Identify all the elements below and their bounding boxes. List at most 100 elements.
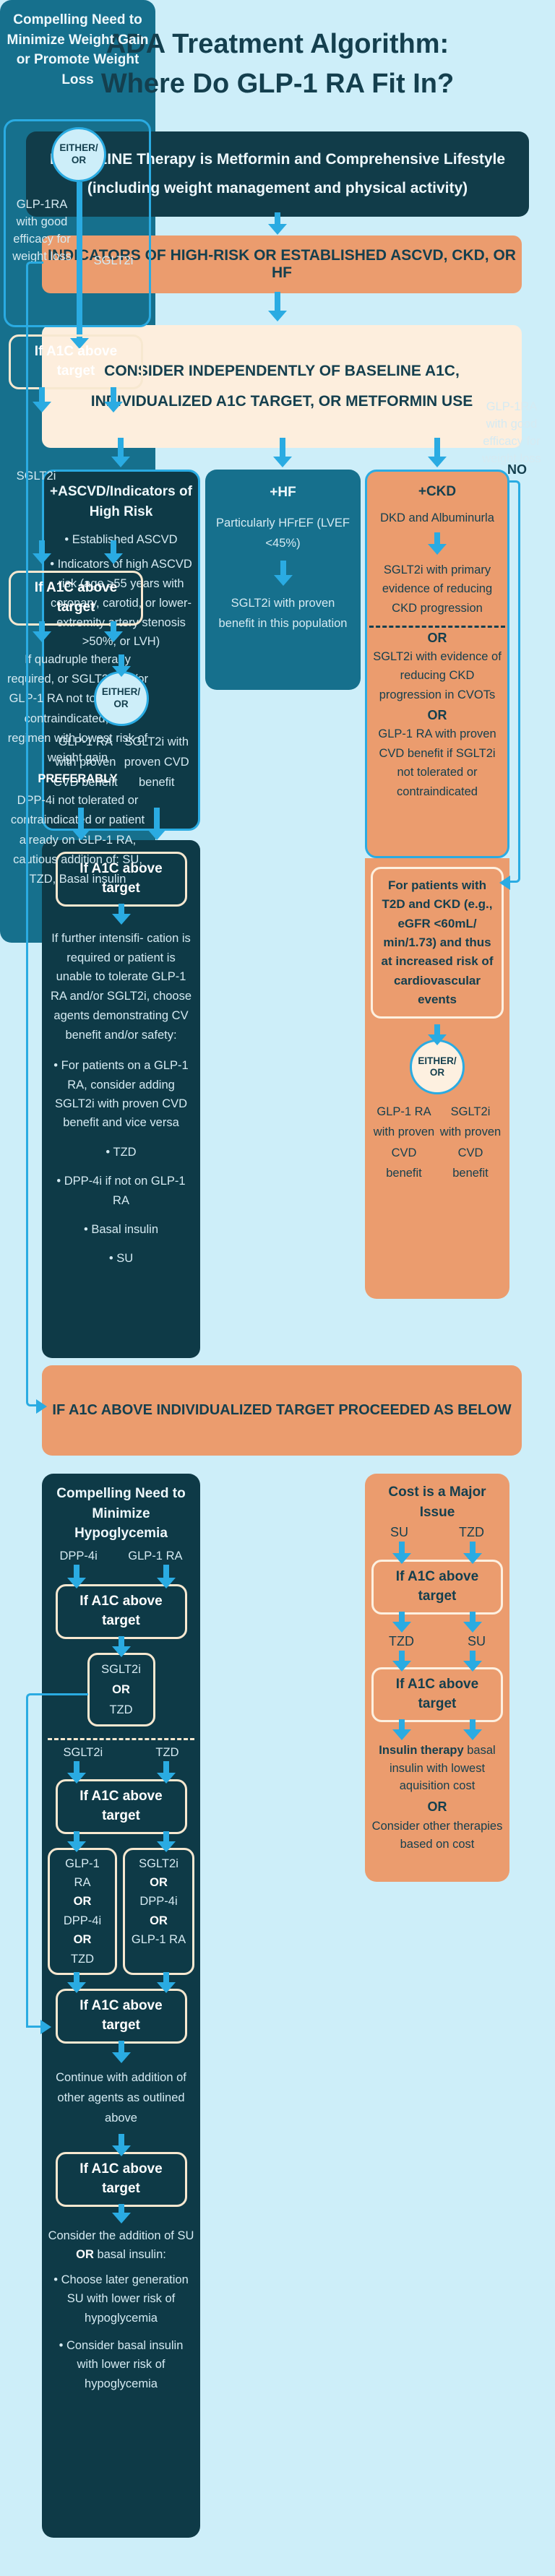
insulin-bold: Insulin therapy xyxy=(379,1743,464,1757)
cost-header: Cost is a Major Issue xyxy=(388,1484,486,1520)
option-line: TZD xyxy=(70,1952,95,1966)
consider-su-text: Consider the addition of SU OR basal ins… xyxy=(48,2226,194,2265)
tzd-label: TZD xyxy=(459,1525,484,1540)
ckd-continuation-column: For patients with T2D and CKD (e.g., eGF… xyxy=(365,858,509,1299)
down-arrow-icon xyxy=(104,387,123,412)
down-arrow-icon xyxy=(273,438,292,467)
glp1-label: GLP-1 RA xyxy=(128,1549,183,1563)
either-or-circle: EITHER/ OR xyxy=(93,671,149,727)
down-arrow-icon xyxy=(33,540,51,564)
arrow-pair xyxy=(33,621,123,642)
arrow-pair xyxy=(392,1719,482,1740)
down-arrow-icon xyxy=(112,654,131,677)
hf-result: SGLT2i with proven benefit in this popul… xyxy=(218,596,348,630)
ckd-options: GLP-1 RA with proven CVD benefit SGLT2i … xyxy=(371,1102,504,1183)
weight-header: Compelling Need to Minimize Weight Gain … xyxy=(7,12,149,87)
insulin-rest: basal insulin with lowest aquisition cos… xyxy=(389,1743,496,1793)
down-arrow-icon xyxy=(67,1565,86,1589)
or-box-left: GLP-1 RA OR DPP-4i OR TZD xyxy=(48,1847,117,1975)
down-arrow-icon xyxy=(463,1612,482,1633)
down-arrow-icon xyxy=(72,808,90,840)
ascvd2-bullet-1: TZD xyxy=(106,1143,137,1162)
preferably-label: PREFERABLY xyxy=(38,772,118,786)
hypoglycemia-column: Compelling Need to Minimize Hypoglycemia… xyxy=(42,1474,200,2538)
down-arrow-icon xyxy=(274,561,293,586)
weight-inner-box: EITHER/ OR GLP-1RA with good efficacy fo… xyxy=(4,119,151,349)
cost-column: Cost is a Major Issue SU TZD If A1C abov… xyxy=(365,1474,509,1882)
weight-glp1-text2: GLP-1RA with good efficacy for weight lo… xyxy=(482,400,541,465)
hypo-bullet-1: Consider basal insulin with lower risk o… xyxy=(48,2336,194,2393)
hypo-drug-row: DPP-4i GLP-1 RA xyxy=(60,1550,183,1563)
hypo-bullet-0: Choose later generation SU with lower ri… xyxy=(48,2270,194,2328)
option-line: DPP-4i xyxy=(63,1914,102,1927)
down-arrow-icon xyxy=(67,1972,86,1993)
connector-hypo-loop-end xyxy=(26,2026,43,2028)
down-arrow-icon xyxy=(428,532,447,555)
if-a1c-box: If A1C above target xyxy=(9,334,143,389)
if-a1c-box: If A1C above target xyxy=(9,571,143,626)
or-box-right: SGLT2i OR DPP-4i OR GLP-1 RA xyxy=(123,1847,194,1975)
hf-header: +HF xyxy=(270,485,296,500)
weight-sglt2i-label: SGLT2i xyxy=(93,254,134,267)
continue-text: Continue with addition of other agents a… xyxy=(56,2070,186,2125)
first-line-therapy-box: FIRST-LINE Therapy is Metformin and Comp… xyxy=(26,131,529,217)
down-line-arrow-icon xyxy=(70,182,89,349)
down-arrow-icon xyxy=(463,1542,482,1564)
dashed-divider xyxy=(48,1737,194,1740)
option-line: SGLT2i xyxy=(101,1662,141,1676)
arrow-pair xyxy=(33,540,123,564)
intensify-text: If further intensifi- cation is required… xyxy=(50,931,192,1042)
down-arrow-icon xyxy=(157,1972,176,1993)
if-a1c-box: If A1C above target xyxy=(371,1560,503,1615)
or-line: OR xyxy=(150,1876,168,1890)
consider-box: CONSIDER INDEPENDENTLY OF BASELINE A1C, … xyxy=(42,325,522,448)
consider-part: Consider the addition of SU xyxy=(48,2229,194,2243)
down-arrow-icon xyxy=(268,212,287,235)
arrow-pair xyxy=(392,1612,482,1633)
down-arrow-icon xyxy=(112,1636,131,1657)
dpp4i-label: DPP-4i xyxy=(59,1549,98,1563)
page-title: ADA Treatment Algorithm: Where Do GLP-1 … xyxy=(0,25,555,104)
or-label: OR xyxy=(113,699,129,710)
tzd-label: TZD xyxy=(389,1634,414,1649)
if-a1c-box: If A1C above target xyxy=(371,1667,503,1722)
down-arrow-icon xyxy=(111,438,130,467)
su-label: SU xyxy=(390,1525,409,1540)
tzd-label: TZD xyxy=(155,1745,179,1759)
if-a1c-box: If A1C above target xyxy=(55,1583,187,1639)
ckd-option-glp1: GLP-1 RA with proven CVD benefit xyxy=(373,1105,435,1180)
ascvd-header: +ASCVD/Indicators of High Risk xyxy=(50,484,192,519)
down-arrow-icon xyxy=(428,1024,447,1045)
cost-other-text: Consider other therapies based on cost xyxy=(371,1820,503,1851)
or-line: OR xyxy=(112,1682,130,1696)
down-arrow-icon xyxy=(33,387,51,412)
proceed-box: IF A1C ABOVE INDIVIDUALIZED TARGET PROCE… xyxy=(42,1365,522,1456)
if-a1c-box: If A1C above target xyxy=(55,2152,187,2208)
sglt2i-label: SGLT2i xyxy=(63,1745,103,1759)
or-label: OR xyxy=(427,1799,447,1815)
or-line: OR xyxy=(150,1914,168,1927)
proceed-text: IF A1C ABOVE INDIVIDUALIZED TARGET PROCE… xyxy=(52,1402,512,1418)
ascvd-bullet-established: Established ASCVD xyxy=(64,530,178,549)
ascvd-continuation-column: If A1C above target If further intensifi… xyxy=(42,840,200,1358)
hf-sub: Particularly HFrEF (LVEF <45%) xyxy=(216,516,350,550)
first-line-therapy-text: FIRST-LINE Therapy is Metformin and Comp… xyxy=(49,151,506,196)
option-line: SGLT2i xyxy=(139,1857,178,1870)
ckd-header: +CKD xyxy=(418,484,457,499)
ckd-option2: SGLT2i with evidence of reducing CKD pro… xyxy=(373,649,502,702)
right-arrowhead-icon xyxy=(36,1399,47,1414)
down-arrow-icon xyxy=(33,621,51,642)
if-a1c-box: If A1C above target xyxy=(55,1778,187,1834)
hypo-drug-row2: SGLT2i TZD xyxy=(64,1746,179,1760)
or-label: OR xyxy=(71,155,87,165)
or-label: OR xyxy=(429,1067,445,1079)
down-arrow-icon xyxy=(268,292,287,321)
insulin-text: Insulin therapy basal insulin with lowes… xyxy=(371,1742,504,1795)
ascvd-option-glp1: GLP-1 RA with proven CVD benefit xyxy=(53,735,118,790)
arrow-pair xyxy=(33,387,123,412)
down-arrow-icon xyxy=(104,540,123,564)
cost-drug-row2: TZD SU xyxy=(389,1634,486,1649)
weight-glp1-text: GLP-1RA with good efficacy for weight lo… xyxy=(12,198,72,263)
consider-part: basal insulin: xyxy=(93,2248,166,2262)
down-arrow-icon xyxy=(157,1761,176,1784)
